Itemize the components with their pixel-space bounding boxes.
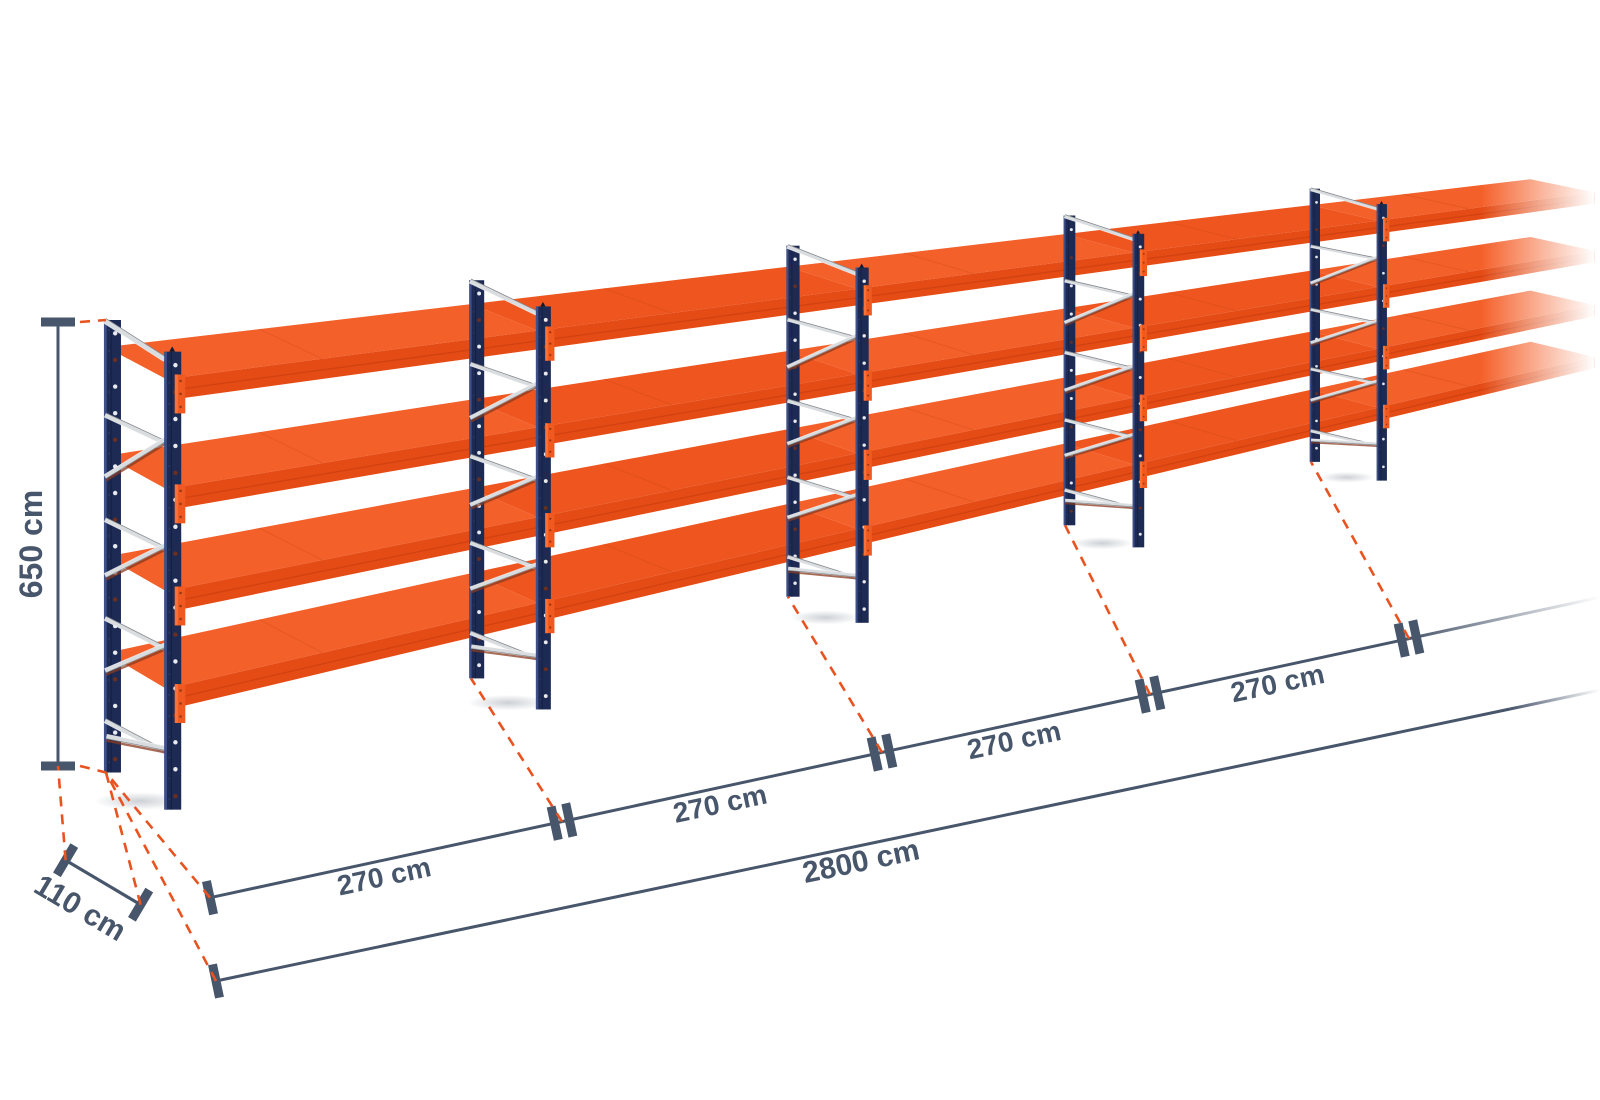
svg-text:650 cm: 650 cm	[13, 490, 49, 599]
